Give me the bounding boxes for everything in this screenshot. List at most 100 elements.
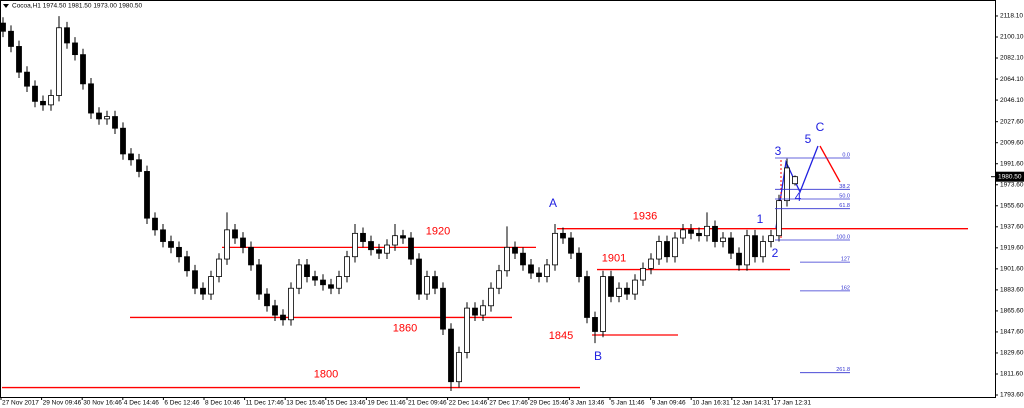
candle-body <box>344 256 350 277</box>
candle-body <box>720 237 726 242</box>
candle-body <box>224 229 230 260</box>
wave-c-path <box>819 145 841 183</box>
candle-body <box>752 235 758 258</box>
y-tick-label: 1811.60 <box>1000 371 1023 378</box>
x-tick-label: 11 Dec 17:46 <box>246 400 285 407</box>
fib-label: 100.0 <box>836 234 850 240</box>
candle-body <box>296 264 302 289</box>
candle-body <box>24 71 30 87</box>
candle-body <box>272 305 278 316</box>
candle-body <box>440 287 446 330</box>
candle-body <box>536 272 542 277</box>
candle-body <box>648 258 654 269</box>
candle-body <box>592 317 598 332</box>
candle-body <box>368 241 374 251</box>
candle-body <box>120 127 126 155</box>
y-tick-label: 1793.60 <box>1000 392 1024 399</box>
candle-body <box>424 276 430 295</box>
y-tick-label: 2082.10 <box>1000 55 1024 62</box>
level-label: 1860 <box>393 322 417 334</box>
fib-label: 0.0 <box>842 152 850 158</box>
candle-body <box>176 246 182 258</box>
candle-body <box>568 237 574 254</box>
x-tick-label: 29 Dec 15:46 <box>530 400 569 407</box>
x-tick-label: 8 Dec 10:46 <box>205 400 240 407</box>
candle-body <box>768 235 774 242</box>
fib-label: 50.0 <box>839 193 850 199</box>
candle-body <box>616 287 622 297</box>
candle-body <box>584 276 590 318</box>
candle-body <box>200 287 206 295</box>
candle-body <box>664 241 670 258</box>
candle-body <box>336 276 342 289</box>
candle-body <box>376 249 382 254</box>
candle-body <box>304 264 310 277</box>
candle-body <box>504 246 510 272</box>
candle-body <box>184 256 190 272</box>
candle-body <box>56 27 62 96</box>
level-label: 1800 <box>314 368 338 380</box>
candle-body <box>64 27 70 44</box>
y-tick-label: 1955.60 <box>1000 203 1024 210</box>
y-tick-label: 1865.60 <box>1000 308 1024 315</box>
candle-body <box>784 167 790 202</box>
level-label: 1920 <box>426 225 450 237</box>
candle-body <box>632 279 638 295</box>
y-tick-label: 1973.60 <box>1000 181 1024 188</box>
x-tick-label: 30 Nov 16:46 <box>83 400 122 407</box>
candle-body <box>192 270 198 289</box>
candle-body <box>248 246 254 266</box>
candle-body <box>520 252 526 266</box>
candle-body <box>688 229 694 234</box>
candle-body <box>128 153 134 161</box>
y-tick-label: 1883.60 <box>1000 287 1024 294</box>
candle-body <box>656 241 662 260</box>
candle-body <box>160 229 166 242</box>
candle-body <box>32 85 38 102</box>
x-tick-label: 19 Dec 11:46 <box>367 400 406 407</box>
y-tick-label: 1919.60 <box>1000 245 1024 252</box>
y-tick-label: 1829.60 <box>1000 350 1024 357</box>
candle-body <box>40 100 46 106</box>
wave-label: C <box>816 120 825 134</box>
fib-label: 261.8 <box>836 367 850 373</box>
candle-body <box>776 200 782 237</box>
candle-body <box>608 276 614 297</box>
candle-body <box>696 232 702 237</box>
candle-body <box>256 264 262 295</box>
x-tick-label: 10 Jan 16:31 <box>692 400 730 407</box>
candle-body <box>792 176 798 185</box>
x-tick-label: 22 Dec 14:46 <box>449 400 488 407</box>
level-label: 1845 <box>549 330 573 342</box>
fib-label: 127 <box>841 257 850 263</box>
x-tick-label: 4 Dec 14:46 <box>124 400 159 407</box>
candle-body <box>704 225 710 237</box>
candle-body <box>544 264 550 277</box>
wave-label: 1 <box>757 212 764 226</box>
candle-body <box>728 237 734 254</box>
candle-body <box>512 246 518 254</box>
wave-label: 2 <box>772 246 779 260</box>
candle-body <box>712 225 718 242</box>
y-tick-label: 1937.60 <box>1000 224 1024 231</box>
candle-body <box>480 305 486 316</box>
candle-body <box>624 287 630 295</box>
candle-body <box>416 258 422 295</box>
x-tick-label: 5 Jan 11:46 <box>611 400 645 407</box>
candle-body <box>384 244 390 254</box>
x-tick-label: 17 Jan 12:31 <box>773 400 811 407</box>
candle-body <box>96 112 102 120</box>
fib-label: 61.8 <box>839 203 850 209</box>
candle-body <box>576 252 582 277</box>
candle-body <box>48 95 54 106</box>
candle-body <box>88 83 94 114</box>
y-tick-label: 1847.60 <box>1000 329 1024 336</box>
candle-body <box>352 232 358 258</box>
candle-body <box>328 284 334 289</box>
candle-body <box>80 54 86 85</box>
candle-body <box>448 328 454 383</box>
candle-body <box>168 241 174 248</box>
candle-body <box>72 42 78 56</box>
candle-body <box>312 276 318 281</box>
